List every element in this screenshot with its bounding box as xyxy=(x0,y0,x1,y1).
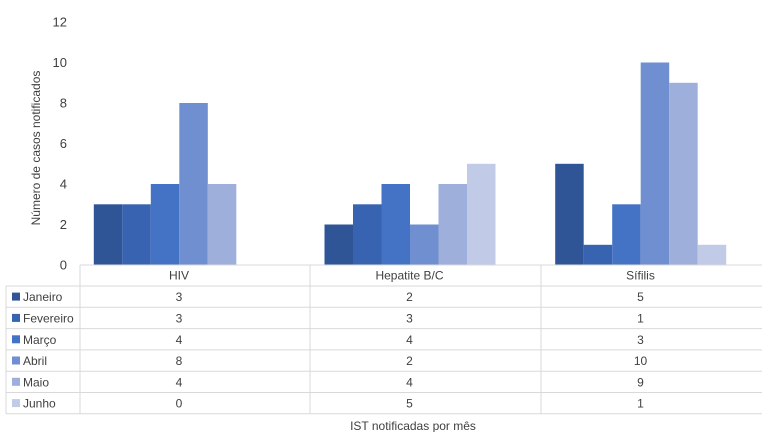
legend-swatch xyxy=(12,399,20,408)
legend-swatch xyxy=(12,377,20,386)
x-axis-title: IST notificadas por mês xyxy=(350,419,476,432)
bar xyxy=(640,62,670,265)
bar xyxy=(438,184,467,265)
data-label: 8 xyxy=(176,354,183,368)
y-tick-label: 4 xyxy=(60,177,67,192)
data-label: 5 xyxy=(406,397,413,411)
y-tick-label: 0 xyxy=(60,258,67,273)
data-table: HIV Hepatite B/C Sífilis Janeiro 3 2 5 Fevereir… xyxy=(5,264,762,415)
bar xyxy=(207,184,237,265)
bar xyxy=(697,244,727,266)
data-label: 3 xyxy=(406,311,413,325)
bar xyxy=(410,224,439,265)
data-label: 3 xyxy=(637,333,644,347)
bar xyxy=(179,103,208,265)
bar xyxy=(353,204,382,266)
legend-label: Junho xyxy=(23,397,56,411)
y-tick-label: 6 xyxy=(60,136,67,151)
data-label: 4 xyxy=(176,333,183,347)
legend-label: Março xyxy=(23,333,57,347)
bar xyxy=(612,204,641,266)
legend-swatch xyxy=(12,313,20,322)
data-label: 2 xyxy=(406,354,413,368)
data-label: 1 xyxy=(637,397,644,411)
data-label: 2 xyxy=(406,290,413,304)
category-label: Hepatite B/C xyxy=(375,269,443,283)
legend-swatch xyxy=(12,356,20,365)
y-axis-ticks: 0 2 4 6 8 10 12 xyxy=(53,15,67,273)
data-label: 10 xyxy=(634,354,648,368)
y-tick-label: 12 xyxy=(53,15,67,30)
bar xyxy=(122,204,151,266)
y-tick-label: 8 xyxy=(60,96,67,111)
legend-label: Abril xyxy=(23,354,47,368)
plot-area xyxy=(93,62,727,266)
bar xyxy=(583,244,613,266)
category-label: Sífilis xyxy=(626,269,655,283)
bar xyxy=(467,163,496,266)
legend-label: Janeiro xyxy=(23,290,63,304)
legend-label: Fevereiro xyxy=(23,311,74,325)
y-tick-label: 2 xyxy=(60,217,67,232)
bar xyxy=(669,82,698,266)
bar xyxy=(93,204,123,266)
legend-label: Maio xyxy=(23,375,49,389)
bar xyxy=(150,184,180,265)
category-label: HIV xyxy=(169,269,189,283)
bar xyxy=(381,184,410,265)
bar xyxy=(555,163,584,266)
y-axis-title: Número de casos notificados xyxy=(29,71,43,226)
data-label: 1 xyxy=(637,311,644,325)
data-label: 9 xyxy=(637,375,644,389)
data-label: 4 xyxy=(406,375,413,389)
y-tick-label: 10 xyxy=(53,55,67,70)
legend-swatch xyxy=(12,335,20,344)
data-label: 5 xyxy=(637,290,644,304)
legend-swatch xyxy=(12,292,20,301)
data-label: 0 xyxy=(176,397,183,411)
data-label: 3 xyxy=(176,311,183,325)
data-label: 3 xyxy=(176,290,183,304)
bar xyxy=(324,224,353,265)
data-label: 4 xyxy=(406,333,413,347)
data-label: 4 xyxy=(176,375,183,389)
